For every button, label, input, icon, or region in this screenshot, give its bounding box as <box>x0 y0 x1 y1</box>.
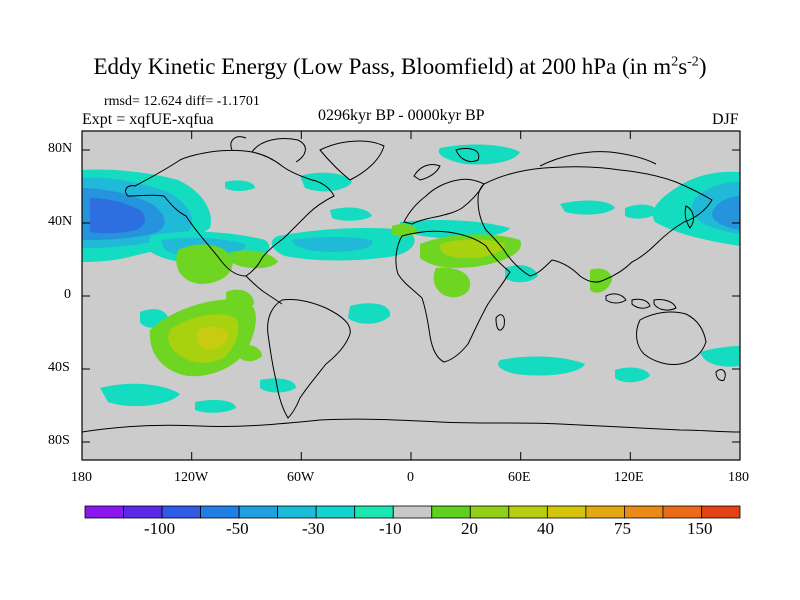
colorbar-swatch <box>392 505 433 519</box>
lat-label-80s: 80S <box>48 433 70 448</box>
contour-region <box>196 326 228 350</box>
colorbar-swatch <box>354 505 394 519</box>
title-superscript-1: 2 <box>671 54 679 70</box>
title-text: Eddy Kinetic Energy (Low Pass, Bloomfiel… <box>93 54 672 79</box>
contour-region <box>330 207 372 221</box>
contour-region <box>433 267 471 298</box>
lat-label-0: 0 <box>64 287 71 302</box>
contour-region <box>300 172 352 192</box>
colorbar-label-150: 150 <box>687 519 713 538</box>
coastlines <box>82 136 740 433</box>
contour-region <box>100 383 180 407</box>
colorbar-swatch <box>161 505 201 519</box>
contour-region <box>238 344 262 362</box>
contour-region <box>400 220 510 239</box>
rmsd-diff-stats: rmsd= 12.624 diff= -1.1701 <box>104 94 260 109</box>
colorbar-label-neg30: -30 <box>302 519 325 538</box>
lon-label-60w: 60W <box>287 470 315 485</box>
figure-title: Eddy Kinetic Energy (Low Pass, Bloomfiel… <box>0 54 800 80</box>
period-label: 0296kyr BP - 0000kyr BP <box>318 107 485 124</box>
season-label: DJF <box>712 111 739 128</box>
contour-region <box>498 356 585 376</box>
colorbar-swatch <box>84 505 124 519</box>
lon-label-120e: 120E <box>614 470 644 485</box>
lon-label-180-right: 180 <box>728 470 749 485</box>
lat-label-80n: 80N <box>48 141 73 156</box>
colorbar-swatch <box>200 505 240 519</box>
colorbar-swatch <box>123 505 163 519</box>
contour-region <box>226 289 254 312</box>
colorbar-swatch <box>238 505 279 519</box>
contour-region <box>439 239 505 258</box>
contour-region <box>615 367 650 383</box>
contour-region <box>292 237 373 252</box>
contour-region <box>625 204 658 219</box>
contour-region <box>348 303 391 324</box>
contour-region <box>712 196 740 230</box>
colorbar-label-neg100: -100 <box>144 519 176 538</box>
colorbar-swatch <box>624 505 664 519</box>
title-close-paren: ) <box>698 54 707 79</box>
contour-region <box>230 250 278 269</box>
colorbar-label-neg50: -50 <box>226 519 249 538</box>
map-background <box>82 131 740 460</box>
contour-region <box>260 378 296 393</box>
colorbar <box>84 505 741 519</box>
lat-label-40s: 40S <box>48 360 70 375</box>
colorbar-swatch <box>662 505 702 519</box>
colorbar-swatch <box>315 505 356 519</box>
lon-label-0: 0 <box>407 470 414 485</box>
contour-fill-layer <box>82 144 740 413</box>
contour-region <box>225 180 255 191</box>
lon-label-60e: 60E <box>508 470 531 485</box>
colorbar-label-75: 75 <box>614 519 631 538</box>
colorbar-swatch <box>277 505 317 519</box>
contour-region <box>505 265 538 283</box>
lon-label-120w: 120W <box>174 470 209 485</box>
colorbar-swatch <box>431 505 471 519</box>
lat-label-40n: 40N <box>48 214 73 229</box>
colorbar-label-40: 40 <box>537 519 554 538</box>
title-superscript-2: -2 <box>687 54 699 70</box>
axis-ticks <box>82 131 740 460</box>
colorbar-swatch <box>469 505 510 519</box>
colorbar-swatch <box>585 505 625 519</box>
title-unit-s: s <box>678 54 688 79</box>
colorbar-label-neg10: -10 <box>379 519 402 538</box>
colorbar-label-20: 20 <box>461 519 478 538</box>
lon-label-180-left: 180 <box>71 470 92 485</box>
contour-region <box>700 346 740 367</box>
colorbar-swatch <box>546 505 587 519</box>
colorbar-swatch <box>508 505 548 519</box>
contour-region <box>176 244 233 284</box>
experiment-label: Expt = xqfUE-xqfua <box>82 111 214 128</box>
contour-region <box>90 198 145 234</box>
contour-region <box>195 400 236 413</box>
contour-region <box>590 268 612 293</box>
contour-region <box>560 200 615 215</box>
colorbar-swatch <box>701 505 741 519</box>
